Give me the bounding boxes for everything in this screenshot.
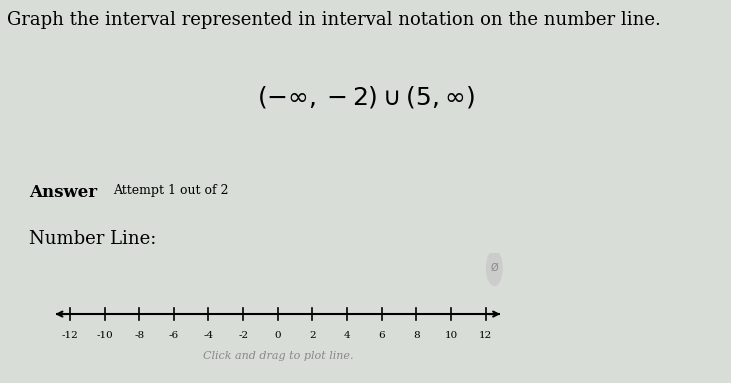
Text: 2: 2 [309, 331, 316, 340]
Text: Attempt 1 out of 2: Attempt 1 out of 2 [113, 184, 229, 197]
Text: -12: -12 [61, 331, 78, 340]
Text: -4: -4 [203, 331, 213, 340]
Text: 4: 4 [344, 331, 350, 340]
Text: Graph the interval represented in interval notation on the number line.: Graph the interval represented in interv… [7, 11, 661, 29]
Text: 10: 10 [444, 331, 458, 340]
Text: Answer: Answer [29, 184, 97, 201]
Text: 6: 6 [379, 331, 385, 340]
Text: -2: -2 [238, 331, 249, 340]
Text: 0: 0 [274, 331, 281, 340]
Text: -8: -8 [134, 331, 144, 340]
Circle shape [487, 251, 502, 285]
Text: Number Line:: Number Line: [29, 230, 156, 248]
Text: Ø: Ø [491, 263, 499, 273]
Text: -6: -6 [169, 331, 179, 340]
Text: 12: 12 [479, 331, 493, 340]
Text: Click and drag to plot line.: Click and drag to plot line. [202, 351, 353, 361]
Text: -10: -10 [96, 331, 113, 340]
Text: $(-\infty, -2) \cup (5, \infty)$: $(-\infty, -2) \cup (5, \infty)$ [257, 84, 474, 110]
Text: 8: 8 [413, 331, 420, 340]
